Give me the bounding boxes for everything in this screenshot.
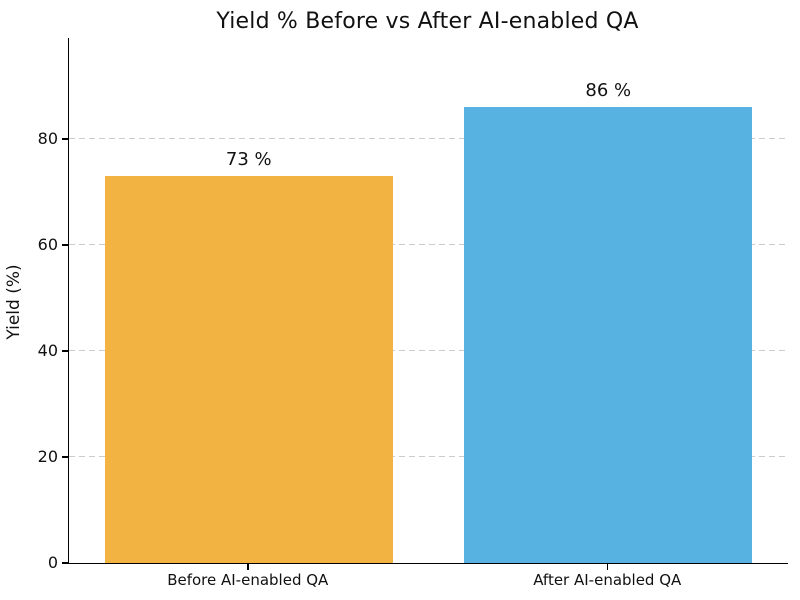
y-tick-mark bbox=[62, 456, 68, 458]
y-tick-label: 0 bbox=[47, 553, 58, 572]
bar-value-label: 86 % bbox=[585, 79, 632, 101]
y-tick-label: 20 bbox=[37, 446, 58, 466]
y-tick-mark bbox=[62, 562, 68, 564]
gridline bbox=[69, 244, 788, 246]
gridline bbox=[69, 350, 788, 352]
y-tick-label: 60 bbox=[37, 234, 58, 254]
x-tick-label: After AI-enabled QA bbox=[533, 571, 682, 589]
x-tick-mark bbox=[247, 564, 249, 570]
bar bbox=[104, 175, 393, 563]
gridline bbox=[69, 456, 788, 458]
bar bbox=[464, 106, 753, 563]
y-tick-mark bbox=[62, 350, 68, 352]
y-tick-mark bbox=[62, 244, 68, 246]
plot-area: 73 % 86 % bbox=[68, 38, 788, 564]
x-tick-label: Before AI-enabled QA bbox=[167, 571, 329, 589]
bar-value-label: 73 % bbox=[225, 148, 272, 170]
y-tick-label: 80 bbox=[37, 128, 58, 148]
x-tick-mark bbox=[606, 564, 608, 570]
chart-title: Yield % Before vs After AI-enabled QA bbox=[216, 9, 639, 34]
gridline bbox=[69, 138, 788, 140]
y-tick-mark bbox=[62, 138, 68, 140]
y-tick-label: 40 bbox=[37, 340, 58, 360]
